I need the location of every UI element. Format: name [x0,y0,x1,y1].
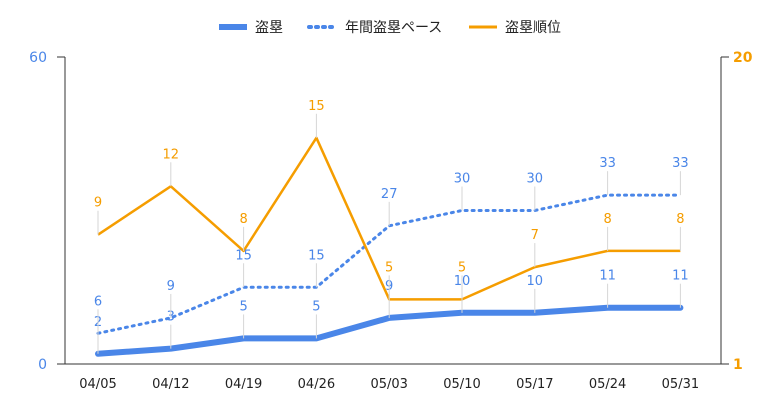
data-label: 7 [531,228,539,243]
data-label: 15 [308,99,325,114]
data-label: 5 [458,260,466,275]
data-label: 5 [239,299,247,314]
data-label: 9 [167,279,175,294]
data-label: 33 [672,156,689,171]
data-label: 27 [381,187,398,202]
data-label: 15 [308,248,325,263]
legend-label-2: 盗塁順位 [505,20,561,36]
data-label: 10 [527,274,544,289]
legend-label-1: 年間盗塁ペース [345,20,442,36]
data-label: 15 [235,248,252,263]
x-tick-label: 05/03 [370,377,407,392]
data-label: 8 [239,212,247,227]
data-label: 30 [527,172,544,187]
y-left-tick-label: 0 [38,357,47,373]
data-label: 11 [599,269,616,284]
data-label: 30 [454,172,471,187]
data-label: 9 [94,196,102,211]
data-label: 8 [676,212,684,227]
data-label: 8 [603,212,611,227]
data-label: 6 [94,294,102,309]
series-lines [95,136,684,357]
legend-label-0: 盗塁 [255,20,283,36]
x-tick-label: 04/26 [298,377,335,392]
data-label: 12 [163,147,180,162]
data-label: 5 [312,299,320,314]
y-right-tick-label: 1 [733,357,743,373]
x-tick-label: 04/19 [225,377,262,392]
y-left-tick-label: 60 [29,50,47,66]
data-label: 33 [599,156,616,171]
x-tick-label: 04/05 [79,377,116,392]
data-label: 5 [385,260,393,275]
x-tick-label: 05/31 [662,377,699,392]
x-tick-label: 05/10 [443,377,480,392]
data-label: 11 [672,269,689,284]
x-tick-label: 05/17 [516,377,553,392]
legend: 盗塁 年間盗塁ペース 盗塁順位 [219,20,561,36]
y-right-tick-label: 20 [733,50,753,66]
x-tick-label: 05/24 [589,377,626,392]
x-tick-label: 04/12 [152,377,189,392]
